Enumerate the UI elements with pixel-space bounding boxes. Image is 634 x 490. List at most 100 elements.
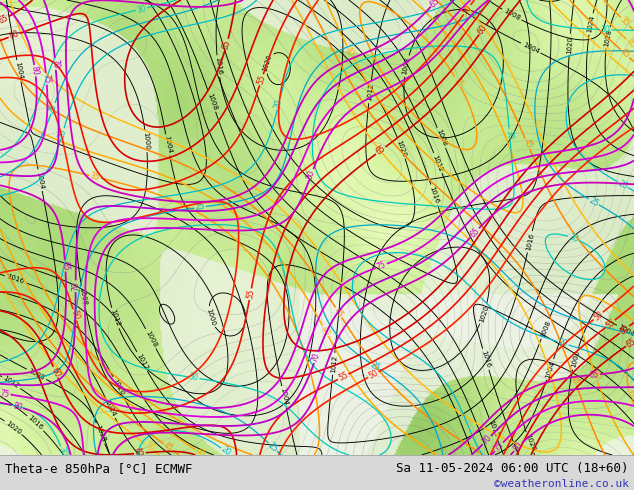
Text: 30: 30: [56, 445, 68, 458]
Text: 55: 55: [256, 74, 268, 86]
Text: 30: 30: [600, 25, 611, 34]
Text: 1004: 1004: [279, 388, 288, 406]
Text: 80: 80: [11, 401, 23, 412]
Text: 20: 20: [56, 127, 68, 139]
Text: 1016: 1016: [214, 57, 222, 75]
Text: 70: 70: [480, 434, 493, 447]
Text: 30: 30: [188, 372, 199, 383]
Text: 65: 65: [221, 39, 232, 50]
Text: 60: 60: [618, 323, 631, 336]
Text: 35: 35: [451, 75, 464, 88]
Text: 30: 30: [505, 129, 515, 140]
Text: 25: 25: [47, 102, 59, 114]
Text: 1000: 1000: [570, 349, 580, 368]
Text: 65: 65: [374, 144, 387, 157]
Text: 55: 55: [337, 370, 349, 383]
Text: 40: 40: [344, 45, 356, 57]
Text: 1016: 1016: [27, 415, 44, 431]
Text: 20: 20: [273, 98, 284, 110]
Text: 1028: 1028: [94, 424, 107, 443]
Text: 65: 65: [134, 448, 145, 458]
Text: 25: 25: [195, 202, 205, 213]
Text: ©weatheronline.co.uk: ©weatheronline.co.uk: [494, 479, 629, 489]
Text: 1012: 1012: [366, 83, 374, 101]
Text: 35: 35: [624, 388, 634, 399]
Text: 55: 55: [604, 317, 617, 330]
Text: 70: 70: [51, 59, 60, 69]
Text: 1008: 1008: [402, 57, 411, 75]
Text: 25: 25: [266, 441, 279, 454]
Text: 75: 75: [493, 440, 505, 453]
Text: 65: 65: [60, 261, 70, 271]
Text: 65: 65: [624, 337, 634, 349]
Text: 20: 20: [557, 338, 569, 349]
Text: 55: 55: [245, 289, 256, 300]
Text: 50: 50: [367, 368, 380, 381]
Text: 1020: 1020: [396, 139, 408, 158]
Text: 80: 80: [306, 169, 317, 181]
Text: 60: 60: [476, 23, 489, 36]
Text: 1004: 1004: [545, 360, 556, 379]
Text: 1004: 1004: [163, 136, 172, 154]
Text: 80: 80: [512, 441, 524, 454]
Text: Theta-e 850hPa [°C] ECMWF: Theta-e 850hPa [°C] ECMWF: [5, 462, 193, 475]
Text: 1012: 1012: [2, 375, 20, 390]
Text: 65: 65: [0, 13, 10, 25]
Text: 60: 60: [8, 29, 20, 41]
Text: 25: 25: [368, 360, 382, 372]
Text: 1016: 1016: [6, 274, 25, 285]
Text: 1024: 1024: [104, 399, 117, 417]
Text: 40: 40: [193, 446, 207, 459]
Text: 1004: 1004: [14, 61, 23, 80]
Text: 1020: 1020: [566, 35, 573, 53]
Text: 75: 75: [375, 260, 387, 272]
Text: 45: 45: [618, 47, 631, 60]
Text: 50: 50: [461, 3, 474, 16]
Text: 35: 35: [618, 15, 631, 28]
Text: 40: 40: [319, 324, 332, 337]
Text: 45: 45: [521, 138, 534, 150]
Text: 1020: 1020: [4, 420, 22, 436]
Text: 1020: 1020: [478, 304, 489, 323]
Text: 1028: 1028: [603, 28, 612, 47]
Text: 1004: 1004: [617, 324, 634, 338]
Text: 80: 80: [30, 65, 40, 76]
Text: 1000: 1000: [205, 308, 216, 326]
Text: 40: 40: [590, 369, 601, 381]
Text: 50: 50: [529, 118, 541, 131]
Text: 1024: 1024: [586, 15, 595, 33]
Text: 70: 70: [310, 351, 322, 364]
Text: 1008: 1008: [144, 329, 158, 348]
Text: 1020: 1020: [262, 53, 273, 72]
Text: 1004: 1004: [521, 41, 540, 55]
Text: 65: 65: [469, 226, 481, 239]
Text: 40: 40: [624, 37, 634, 50]
Text: 1016: 1016: [481, 350, 491, 368]
Text: 30: 30: [567, 232, 579, 244]
Text: 25: 25: [587, 196, 600, 208]
Text: Sa 11-05-2024 06:00 UTC (18+60): Sa 11-05-2024 06:00 UTC (18+60): [396, 462, 629, 475]
Text: 1008: 1008: [502, 8, 521, 22]
Text: 50: 50: [592, 309, 605, 322]
Text: 45: 45: [569, 374, 580, 386]
Text: 1000: 1000: [142, 132, 150, 150]
Text: 65: 65: [429, 0, 441, 9]
Text: 70: 70: [71, 281, 80, 291]
Text: 50: 50: [434, 205, 447, 219]
Text: 1012: 1012: [135, 352, 149, 371]
Text: 1016: 1016: [525, 232, 535, 251]
Text: 1008: 1008: [206, 92, 217, 111]
Text: 30: 30: [136, 3, 147, 15]
Text: 1008: 1008: [435, 128, 448, 147]
Text: 1012: 1012: [432, 154, 444, 172]
Text: 60: 60: [49, 366, 61, 379]
Text: 65: 65: [589, 370, 600, 380]
Text: 1004: 1004: [36, 171, 45, 190]
Text: 50: 50: [69, 309, 81, 321]
Text: 20: 20: [616, 178, 630, 191]
Text: 75: 75: [41, 74, 51, 84]
Text: 1008: 1008: [540, 319, 552, 338]
Text: 1020: 1020: [524, 433, 536, 452]
Text: 1016: 1016: [429, 186, 440, 204]
Text: 1008: 1008: [79, 287, 87, 306]
